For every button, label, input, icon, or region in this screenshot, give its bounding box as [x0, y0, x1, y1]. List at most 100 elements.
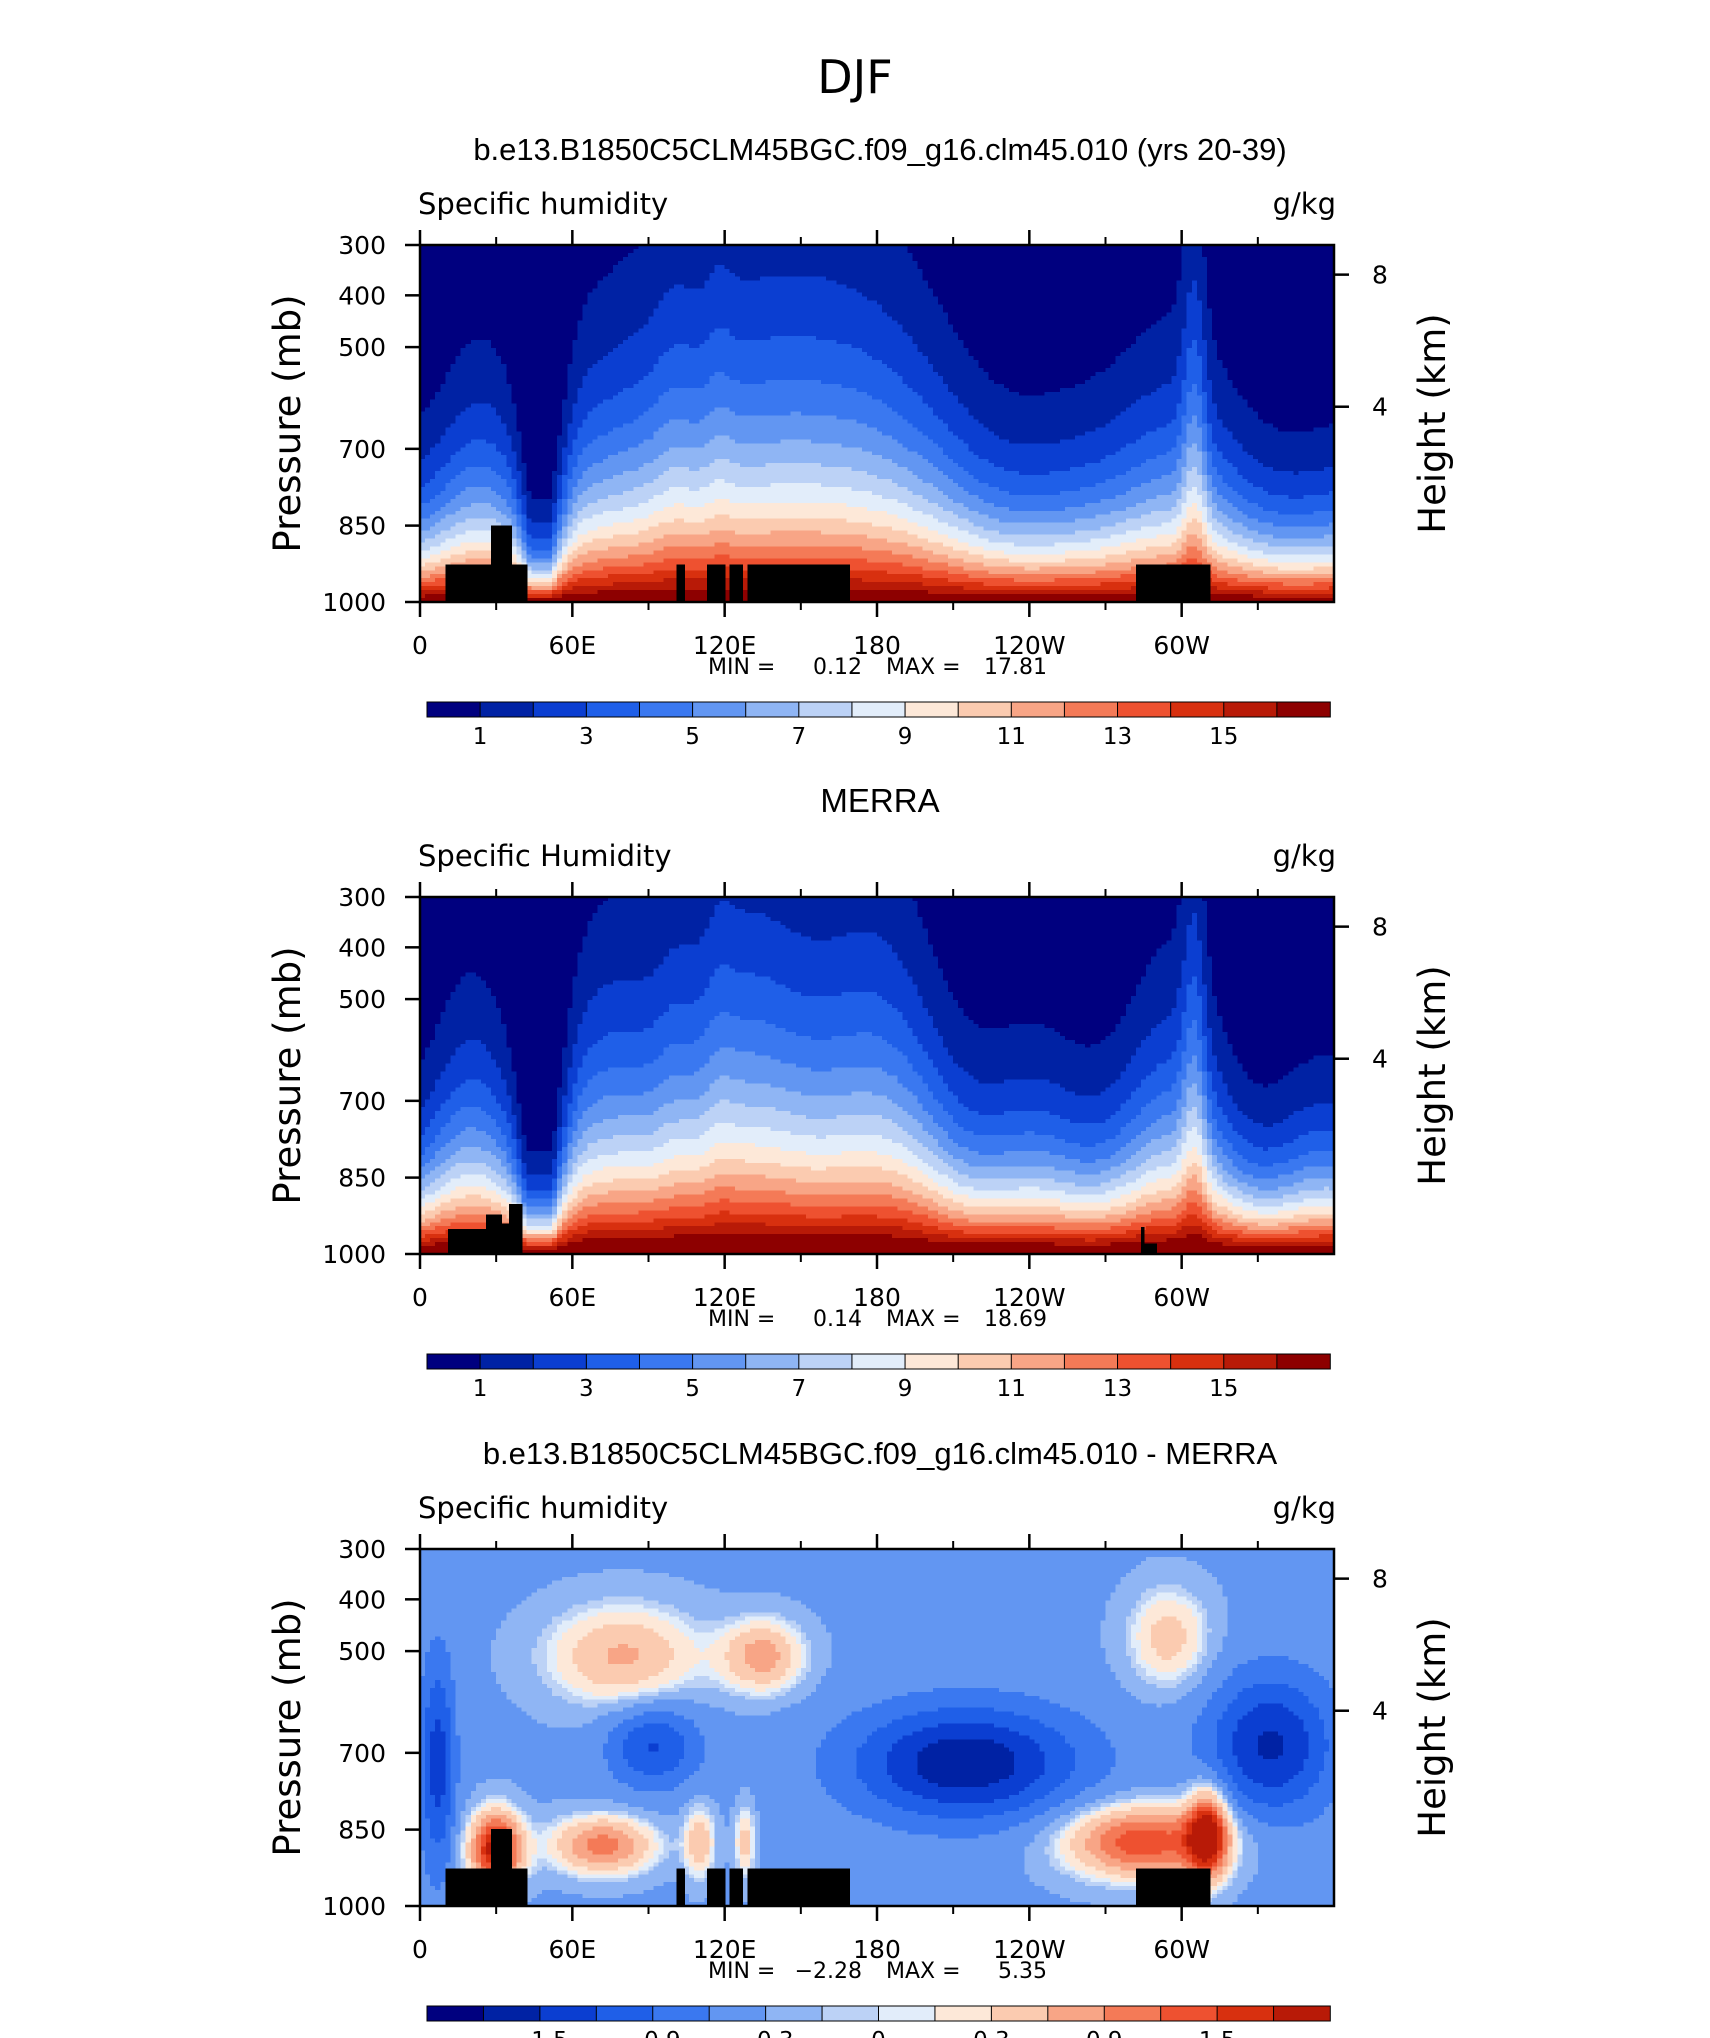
- contour-cell: [724, 1158, 731, 1176]
- contour-cell: [922, 1198, 929, 1207]
- contour-cell: [932, 578, 939, 587]
- contour-cell: [810, 1095, 817, 1120]
- contour-cell: [582, 1131, 589, 1152]
- contour-cell: [1054, 494, 1061, 512]
- contour-cell: [704, 1178, 711, 1192]
- contour-cell: [684, 1004, 690, 1045]
- contour-cell: [567, 562, 573, 571]
- contour-cell: [673, 387, 680, 421]
- contour-cell: [932, 1234, 939, 1243]
- contour-cell: [1252, 566, 1259, 571]
- contour-cell: [1009, 391, 1015, 444]
- contour-cell: [1212, 340, 1218, 405]
- contour-cell: [480, 530, 487, 544]
- contour-cell: [912, 1182, 919, 1196]
- contour-cell: [714, 245, 721, 266]
- contour-cell: [892, 554, 898, 563]
- contour-cell: [638, 1230, 645, 1239]
- contour-cell: [1080, 245, 1086, 385]
- contour-cell: [826, 1194, 832, 1207]
- contour-cell: [592, 1206, 599, 1215]
- contour-cell: [541, 582, 548, 587]
- contour-cell: [440, 574, 446, 579]
- contour-cell: [963, 1242, 969, 1255]
- contour-cell: [739, 1103, 746, 1128]
- contour-cell: [607, 526, 614, 540]
- contour-cell: [1293, 245, 1300, 433]
- terrain-block: [714, 564, 718, 602]
- contour-cell: [1039, 522, 1046, 536]
- contour-cell: [1247, 570, 1254, 579]
- contour-cell: [765, 1107, 771, 1128]
- contour-cell: [587, 1222, 594, 1231]
- contour-cell: [597, 435, 604, 464]
- contour-cell: [887, 1194, 893, 1207]
- contour-cell: [516, 1194, 523, 1204]
- contour-cell: [684, 1206, 690, 1219]
- contour-cell: [1267, 546, 1274, 555]
- contour-cell: [877, 1067, 883, 1096]
- contour-cell: [882, 1170, 888, 1184]
- min-label: MIN =: [708, 655, 775, 680]
- contour-cell: [557, 245, 563, 436]
- contour-cell: [785, 546, 792, 559]
- contour-cell: [1039, 562, 1046, 567]
- contour-cell: [1262, 582, 1269, 587]
- contour-cell: [638, 415, 645, 444]
- contour-cell: [897, 1012, 903, 1053]
- contour-cell: [1090, 590, 1096, 595]
- contour-cell: [521, 1206, 528, 1215]
- contour-cell: [1054, 590, 1061, 595]
- contour-cell: [1283, 598, 1289, 603]
- contour-cell: [937, 594, 944, 603]
- contour-cell: [1009, 522, 1015, 536]
- contour-cell: [800, 1135, 807, 1152]
- contour-cell: [1090, 518, 1096, 532]
- contour-cell: [861, 1067, 868, 1092]
- contour-cell: [973, 1135, 980, 1152]
- contour-cell: [750, 546, 756, 559]
- contour-cell: [958, 1008, 964, 1069]
- contour-cell: [460, 471, 467, 492]
- contour-cell: [770, 463, 777, 484]
- contour-cell: [577, 574, 584, 579]
- contour-cell: [917, 1222, 924, 1231]
- contour-cell: [541, 586, 548, 591]
- contour-cell: [709, 530, 716, 548]
- contour-cell: [1242, 582, 1249, 587]
- contour-cell: [684, 387, 690, 421]
- terrain-block: [486, 564, 490, 602]
- contour-cell: [430, 562, 436, 571]
- contour-cell: [623, 558, 629, 567]
- contour-cell: [480, 245, 487, 341]
- contour-cell: [648, 463, 655, 484]
- contour-cell: [572, 1146, 579, 1164]
- contour-cell: [1161, 316, 1168, 385]
- contour-cell: [516, 471, 523, 500]
- contour-cell: [1242, 554, 1249, 563]
- contour-cell: [592, 1214, 599, 1223]
- contour-cell: [465, 1214, 472, 1223]
- contour-cell: [557, 1198, 563, 1207]
- contour-cell: [1318, 590, 1325, 595]
- contour-cell: [536, 1214, 543, 1219]
- contour-cell: [1186, 471, 1193, 492]
- contour-cell: [816, 530, 822, 548]
- contour-cell: [658, 356, 665, 397]
- contour-cell: [582, 447, 589, 472]
- contour-cell: [709, 1234, 716, 1255]
- contour-cell: [1186, 534, 1193, 548]
- contour-cell: [653, 1178, 660, 1192]
- contour-cell: [734, 1103, 741, 1128]
- contour-cell: [709, 1226, 716, 1235]
- contour-cell: [592, 245, 599, 290]
- contour-cell: [1298, 562, 1305, 571]
- contour-cell: [704, 1091, 711, 1112]
- contour-cell: [475, 976, 482, 1041]
- contour-cell: [430, 1142, 436, 1160]
- contour-cell: [1069, 387, 1076, 440]
- contour-cell: [988, 586, 995, 591]
- contour-cell: [922, 1111, 929, 1132]
- contour-cell: [572, 1214, 579, 1223]
- contour-cell: [912, 1154, 919, 1168]
